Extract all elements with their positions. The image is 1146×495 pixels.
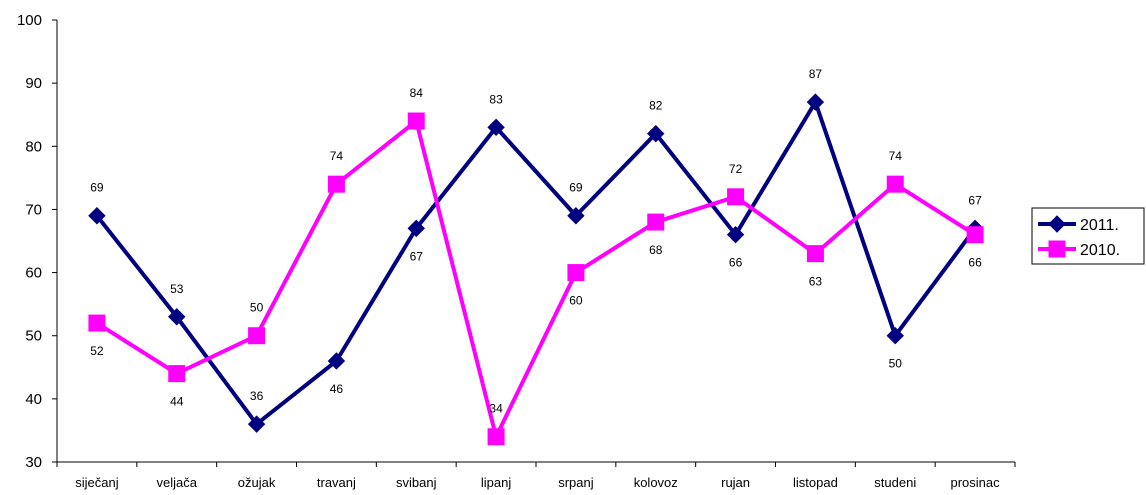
data-point-marker xyxy=(966,226,984,244)
data-label: 84 xyxy=(410,86,424,100)
data-label: 72 xyxy=(729,162,743,176)
data-label: 87 xyxy=(809,67,823,81)
data-label: 46 xyxy=(330,382,344,396)
data-point-marker xyxy=(327,175,345,193)
data-label: 50 xyxy=(889,357,903,371)
x-tick-label: prosinac xyxy=(951,475,1001,490)
data-label: 82 xyxy=(649,99,663,113)
data-point-marker xyxy=(487,428,505,446)
data-point-marker xyxy=(407,112,425,130)
x-tick-label: listopad xyxy=(793,475,838,490)
series-b xyxy=(88,112,984,446)
data-point-marker xyxy=(247,415,266,433)
legend-box xyxy=(1031,207,1145,265)
data-label: 34 xyxy=(489,402,503,416)
chart-legend: 2011. 2010. xyxy=(1031,207,1145,265)
data-point-marker xyxy=(726,225,745,244)
data-point-marker xyxy=(806,245,824,263)
data-label: 66 xyxy=(729,256,743,270)
chart-data-labels: 69 53 36 46 67 83 69 82 66 87 50 67 52 44 50 74 84 34 60 68… xyxy=(90,67,982,416)
data-point-marker xyxy=(248,327,266,345)
data-label: 66 xyxy=(968,256,982,270)
legend-entry-label: 2011. xyxy=(1080,217,1119,234)
data-point-marker xyxy=(168,308,186,326)
y-tick-label: 80 xyxy=(25,138,42,155)
x-tick-label: svibanj xyxy=(396,475,437,490)
data-point-marker xyxy=(327,352,346,370)
data-point-marker xyxy=(647,124,665,143)
x-tick-label: srpanj xyxy=(558,475,594,490)
data-point-marker xyxy=(407,219,425,238)
y-tick-label: 60 xyxy=(25,265,42,282)
data-label: 68 xyxy=(649,243,663,257)
series-line xyxy=(95,100,977,427)
data-label: 67 xyxy=(410,249,424,263)
chart-axes: 30 40 50 60 70 80 90 100 siječanj veljača ožujak tr… xyxy=(17,12,1016,490)
x-tick-label: veljača xyxy=(157,475,198,490)
data-label: 69 xyxy=(569,181,583,195)
x-tick-label: kolovoz xyxy=(634,475,678,490)
chart-series xyxy=(88,93,984,446)
legend-entry-label: 2010. xyxy=(1080,242,1120,259)
x-tick-label: siječanj xyxy=(75,475,118,490)
data-point-marker xyxy=(88,207,106,225)
data-label: 50 xyxy=(250,301,264,315)
data-label: 74 xyxy=(889,149,903,163)
data-point-marker xyxy=(647,213,665,231)
x-tick-label: studeni xyxy=(874,475,916,490)
data-point-marker xyxy=(567,264,585,282)
y-tick-label: 90 xyxy=(25,75,42,92)
legend-swatch-marker xyxy=(1048,215,1066,233)
data-point-marker xyxy=(567,207,585,225)
x-tick-label: rujan xyxy=(721,475,750,490)
data-point-marker xyxy=(727,188,745,206)
data-point-marker xyxy=(886,175,904,193)
y-tick-label: 30 xyxy=(25,454,42,471)
y-tick-label: 50 xyxy=(25,328,42,345)
data-point-marker xyxy=(88,314,106,332)
data-point-marker xyxy=(168,365,186,383)
series-a xyxy=(88,93,984,433)
data-point-marker xyxy=(487,118,505,137)
data-label: 52 xyxy=(90,344,104,358)
data-label: 60 xyxy=(569,294,583,308)
series-line xyxy=(95,119,977,439)
y-tick-label: 40 xyxy=(25,391,42,408)
legend-swatch-marker xyxy=(1048,240,1066,258)
data-label: 69 xyxy=(90,181,104,195)
data-label: 83 xyxy=(489,92,503,106)
data-point-marker xyxy=(886,327,904,345)
x-tick-label: ožujak xyxy=(238,475,276,490)
data-label: 44 xyxy=(170,395,184,409)
data-point-marker xyxy=(806,93,825,111)
y-tick-label: 70 xyxy=(25,201,42,218)
x-tick-label: lipanj xyxy=(481,475,511,490)
y-tick-label: 100 xyxy=(17,12,42,29)
data-label: 36 xyxy=(250,389,264,403)
x-tick-label: travanj xyxy=(317,475,356,490)
data-label: 74 xyxy=(330,149,344,163)
data-label: 67 xyxy=(968,193,982,207)
data-label: 63 xyxy=(809,275,823,289)
data-label: 53 xyxy=(170,282,184,296)
